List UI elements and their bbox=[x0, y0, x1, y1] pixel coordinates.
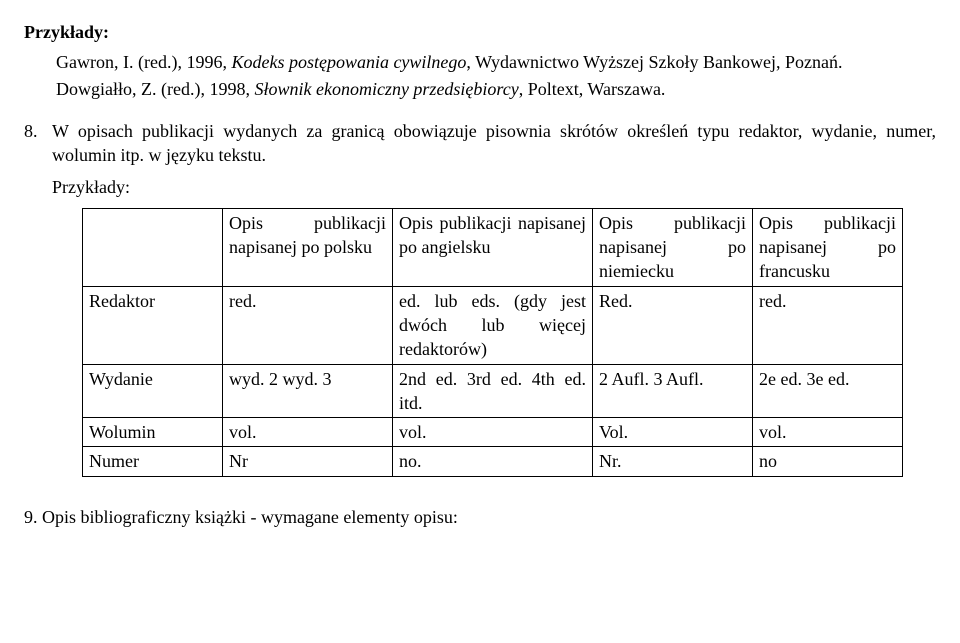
table-row: Redaktor red. ed. lub eds. (gdy jest dwó… bbox=[83, 286, 903, 364]
cell-en: no. bbox=[393, 447, 593, 476]
row-label: Numer bbox=[83, 447, 223, 476]
cell-fr: red. bbox=[753, 286, 903, 364]
item-8-text: W opisach publikacji wydanych za granicą… bbox=[52, 119, 936, 168]
table-header-row: Opis publikacji napisanej po polsku Opis… bbox=[83, 208, 903, 286]
cell-pl: wyd. 2 wyd. 3 bbox=[223, 364, 393, 418]
abbrev-table: Opis publikacji napisanej po polsku Opis… bbox=[82, 208, 903, 477]
example-2: Dowgiałło, Z. (red.), 1998, Słownik ekon… bbox=[56, 77, 936, 101]
header-fr: Opis publikacji napisanej po francusku bbox=[753, 208, 903, 286]
header-empty bbox=[83, 208, 223, 286]
cell-en: ed. lub eds. (gdy jest dwóch lub więcej … bbox=[393, 286, 593, 364]
cell-pl: red. bbox=[223, 286, 393, 364]
row-label: Redaktor bbox=[83, 286, 223, 364]
table-row: Wydanie wyd. 2 wyd. 3 2nd ed. 3rd ed. 4t… bbox=[83, 364, 903, 418]
cell-en: 2nd ed. 3rd ed. 4th ed. itd. bbox=[393, 364, 593, 418]
cell-pl: Nr bbox=[223, 447, 393, 476]
row-label: Wolumin bbox=[83, 418, 223, 447]
cell-fr: 2e ed. 3e ed. bbox=[753, 364, 903, 418]
header-de: Opis publikacji napisanej po niemiecku bbox=[593, 208, 753, 286]
example-2-title: Słownik ekonomiczny przedsiębiorcy bbox=[254, 79, 518, 99]
header-en: Opis publikacji napisanej po angielsku bbox=[393, 208, 593, 286]
example-1-pre: Gawron, I. (red.), 1996, bbox=[56, 52, 231, 72]
cell-pl: vol. bbox=[223, 418, 393, 447]
cell-de: 2 Aufl. 3 Aufl. bbox=[593, 364, 753, 418]
table-row: Wolumin vol. vol. Vol. vol. bbox=[83, 418, 903, 447]
cell-en: vol. bbox=[393, 418, 593, 447]
examples-heading: Przykłady: bbox=[24, 20, 936, 44]
header-pl: Opis publikacji napisanej po polsku bbox=[223, 208, 393, 286]
cell-fr: vol. bbox=[753, 418, 903, 447]
example-1: Gawron, I. (red.), 1996, Kodeks postępow… bbox=[56, 50, 936, 74]
row-label: Wydanie bbox=[83, 364, 223, 418]
example-2-post: , Poltext, Warszawa. bbox=[519, 79, 666, 99]
example-1-post: , Wydawnictwo Wyższej Szkoły Bankowej, P… bbox=[466, 52, 842, 72]
item-9: 9. Opis bibliograficzny książki - wymaga… bbox=[24, 505, 936, 529]
item-8-number: 8. bbox=[24, 119, 52, 168]
example-1-title: Kodeks postępowania cywilnego bbox=[231, 52, 466, 72]
sub-examples-heading: Przykłady: bbox=[52, 175, 936, 199]
table-row: Numer Nr no. Nr. no bbox=[83, 447, 903, 476]
item-8: 8. W opisach publikacji wydanych za gran… bbox=[24, 119, 936, 168]
cell-de: Vol. bbox=[593, 418, 753, 447]
cell-de: Nr. bbox=[593, 447, 753, 476]
cell-fr: no bbox=[753, 447, 903, 476]
example-2-pre: Dowgiałło, Z. (red.), 1998, bbox=[56, 79, 254, 99]
cell-de: Red. bbox=[593, 286, 753, 364]
